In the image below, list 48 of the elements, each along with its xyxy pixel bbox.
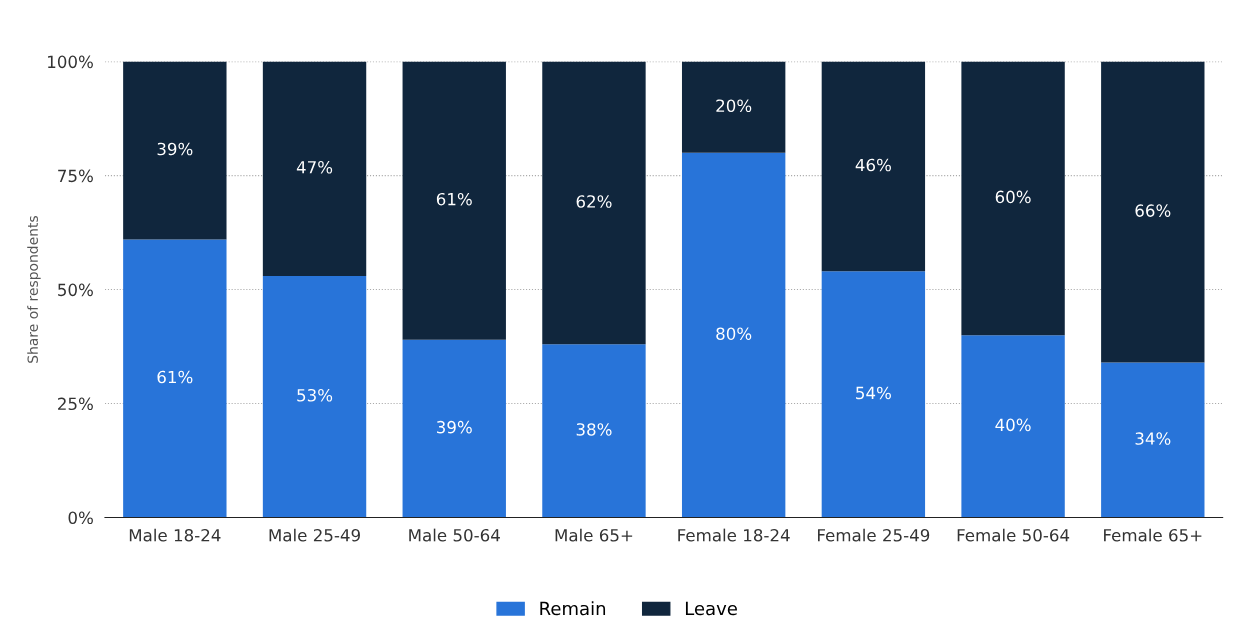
x-tick-label: Male 50-64: [409, 528, 500, 542]
bar: [402, 339, 506, 518]
data-label: 53%: [297, 388, 333, 402]
y-tick-label: 25%: [58, 397, 93, 411]
data-label: 34%: [1135, 432, 1171, 445]
x-tick-label: Female 50-64: [957, 528, 1070, 542]
data-label: 39%: [157, 142, 193, 156]
data-label: 20%: [716, 99, 752, 113]
bar: [821, 61, 926, 272]
bar: [1101, 61, 1205, 363]
y-tick-label: 75%: [58, 169, 93, 183]
data-label: 60%: [995, 190, 1031, 204]
data-label: 62%: [576, 195, 612, 208]
bar: [542, 344, 646, 518]
legend-label: Leave: [685, 601, 737, 616]
bar: [961, 335, 1065, 518]
bar: [681, 152, 786, 518]
bar: [821, 271, 926, 518]
data-label: 39%: [437, 420, 472, 434]
bar: [961, 61, 1065, 336]
data-label: 38%: [576, 423, 612, 436]
data-label: 54%: [856, 386, 891, 400]
bar: [123, 61, 227, 240]
y-tick-label: 0%: [68, 511, 93, 525]
x-tick-label: Male 18-24: [129, 528, 221, 542]
data-label: 80%: [716, 327, 752, 340]
data-label: 61%: [436, 192, 472, 206]
bar: [123, 239, 227, 518]
x-tick-label: Female 18-24: [678, 528, 790, 542]
bar: [262, 61, 367, 276]
x-tick-label: Male 25-49: [269, 528, 360, 542]
y-tick-label: 100%: [48, 55, 93, 69]
data-label: 46%: [855, 158, 891, 172]
data-label: 40%: [995, 418, 1031, 432]
x-tick-label: Female 65+: [1104, 528, 1202, 542]
bar: [1101, 362, 1205, 518]
bar: [681, 61, 786, 153]
data-label: 47%: [296, 160, 333, 174]
legend-label: Remain: [540, 601, 606, 616]
data-label: 61%: [157, 370, 193, 384]
bar: [402, 61, 506, 340]
x-tick-label: Female 25-49: [818, 528, 930, 542]
data-label: 66%: [1135, 204, 1171, 217]
bar: [542, 61, 646, 345]
y-axis-title: Share of respondents: [27, 216, 41, 363]
y-tick-label: 50%: [58, 283, 93, 297]
x-tick-label: Male 65+: [555, 528, 633, 542]
bar: [262, 275, 367, 518]
